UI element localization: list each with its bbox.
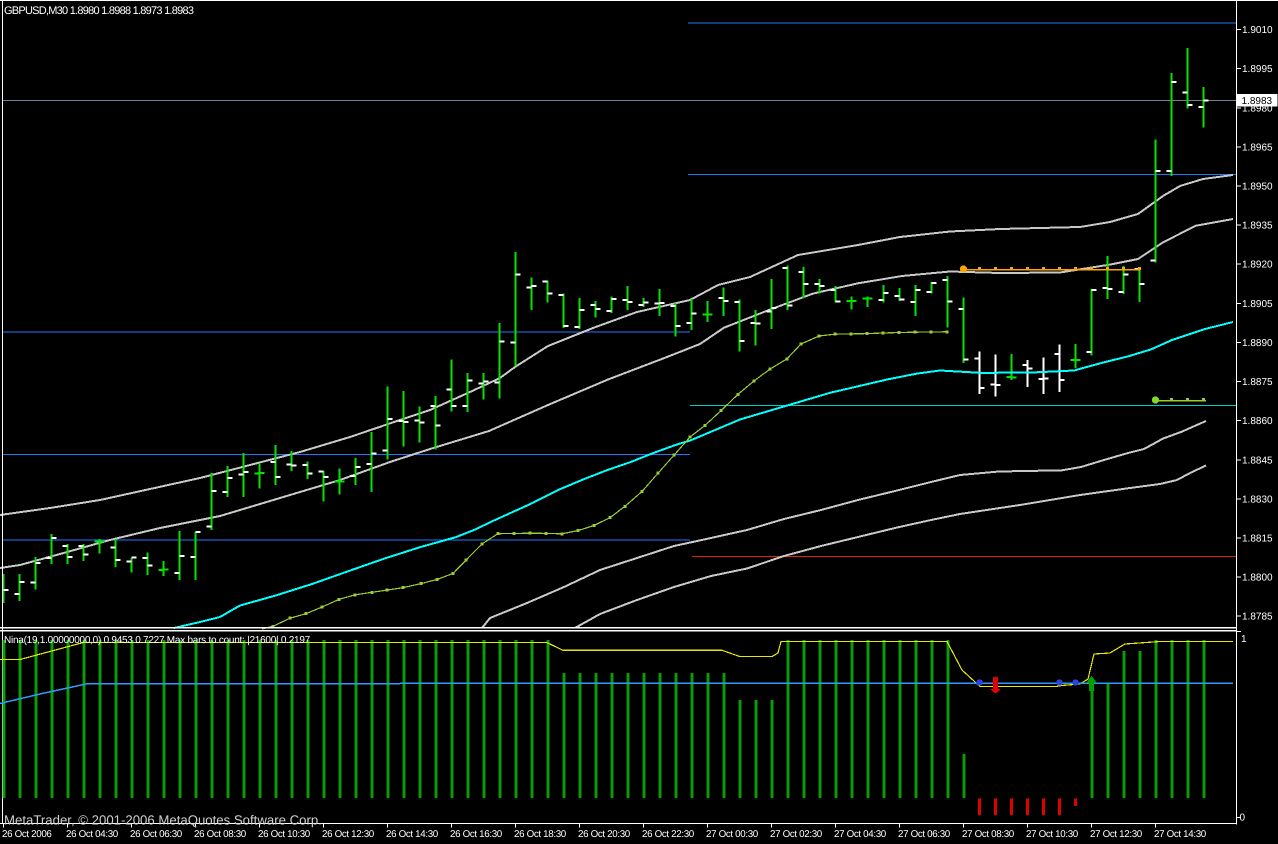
svg-text:26 Oct 10:30: 26 Oct 10:30 bbox=[258, 829, 311, 840]
svg-text:1: 1 bbox=[1241, 634, 1247, 645]
svg-text:27 Oct 00:30: 27 Oct 00:30 bbox=[706, 829, 759, 840]
svg-text:1.8845: 1.8845 bbox=[1242, 455, 1273, 466]
svg-text:1.8935: 1.8935 bbox=[1242, 221, 1273, 232]
svg-text:27 Oct 06:30: 27 Oct 06:30 bbox=[898, 829, 951, 840]
svg-text:1.8983: 1.8983 bbox=[1242, 96, 1273, 107]
svg-text:0: 0 bbox=[1240, 813, 1246, 824]
svg-text:27 Oct 14:30: 27 Oct 14:30 bbox=[1154, 829, 1207, 840]
svg-text:26 Oct 2006: 26 Oct 2006 bbox=[2, 829, 52, 840]
svg-text:1.8875: 1.8875 bbox=[1242, 377, 1273, 388]
svg-text:26 Oct 14:30: 26 Oct 14:30 bbox=[386, 829, 439, 840]
svg-text:26 Oct 12:30: 26 Oct 12:30 bbox=[322, 829, 375, 840]
svg-text:1.8815: 1.8815 bbox=[1242, 533, 1273, 544]
svg-text:27 Oct 02:30: 27 Oct 02:30 bbox=[770, 829, 823, 840]
svg-text:26 Oct 06:30: 26 Oct 06:30 bbox=[130, 829, 183, 840]
svg-text:27 Oct 12:30: 27 Oct 12:30 bbox=[1090, 829, 1143, 840]
svg-text:1.8890: 1.8890 bbox=[1242, 338, 1273, 349]
svg-text:1.8980: 1.8980 bbox=[1242, 103, 1273, 114]
svg-text:27 Oct 08:30: 27 Oct 08:30 bbox=[962, 829, 1015, 840]
svg-text:MetaTrader, © 2001-2006 MetaQ: MetaTrader, © 2001-2006 MetaQuotes Softw… bbox=[4, 813, 322, 828]
svg-text:1.8800: 1.8800 bbox=[1242, 573, 1273, 584]
svg-text:27 Oct 04:30: 27 Oct 04:30 bbox=[834, 829, 887, 840]
svg-text:26 Oct 20:30: 26 Oct 20:30 bbox=[578, 829, 631, 840]
svg-text:GBPUSD,M30 1.8980 1.8988 1.89: GBPUSD,M30 1.8980 1.8988 1.8973 1.8983 bbox=[4, 5, 194, 17]
svg-text:26 Oct 18:30: 26 Oct 18:30 bbox=[514, 829, 567, 840]
svg-text:1.8830: 1.8830 bbox=[1242, 494, 1273, 505]
svg-text:1.8785: 1.8785 bbox=[1242, 612, 1273, 623]
svg-text:1.8950: 1.8950 bbox=[1242, 182, 1273, 193]
svg-text:26 Oct 04:30: 26 Oct 04:30 bbox=[66, 829, 119, 840]
svg-text:1.8905: 1.8905 bbox=[1242, 299, 1273, 310]
svg-text:1.8860: 1.8860 bbox=[1242, 416, 1273, 427]
svg-text:Nina(19,1.00000000,0) 0.9453 0: Nina(19,1.00000000,0) 0.9453 0.7227 Max … bbox=[4, 635, 311, 646]
svg-text:26 Oct 16:30: 26 Oct 16:30 bbox=[450, 829, 503, 840]
svg-text:1.8920: 1.8920 bbox=[1242, 260, 1273, 271]
svg-text:1.8965: 1.8965 bbox=[1242, 142, 1273, 153]
svg-text:1.9010: 1.9010 bbox=[1242, 25, 1273, 36]
svg-text:26 Oct 22:30: 26 Oct 22:30 bbox=[642, 829, 695, 840]
svg-text:1.8995: 1.8995 bbox=[1242, 64, 1273, 75]
svg-text:27 Oct 10:30: 27 Oct 10:30 bbox=[1026, 829, 1079, 840]
svg-text:26 Oct 08:30: 26 Oct 08:30 bbox=[194, 829, 247, 840]
